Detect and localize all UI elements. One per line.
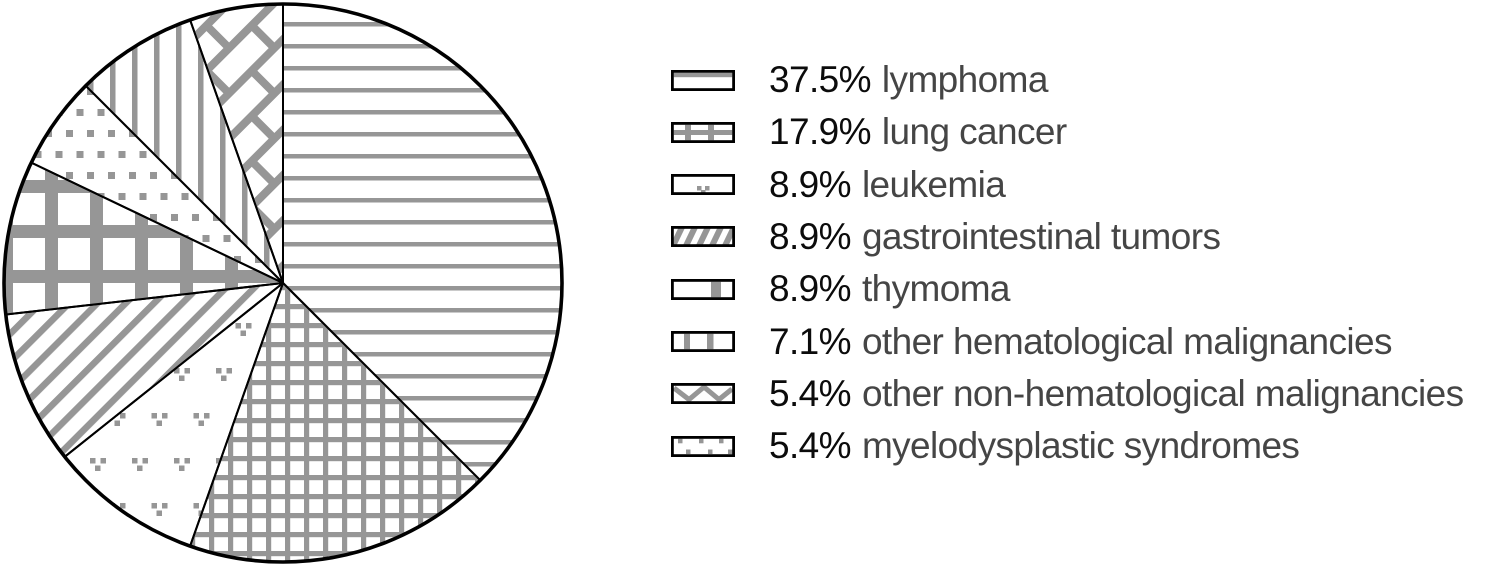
legend-swatch-diagonal-hatch — [671, 226, 735, 248]
pie-outline — [2, 2, 564, 564]
legend-item-other-hematological-malignancies: 7.1% other hematological malignancies — [671, 321, 1392, 363]
legend-label: lymphoma — [881, 59, 1048, 100]
legend-swatch-vertical-lines — [671, 331, 735, 352]
legend-swatch-staggered-squares — [671, 435, 735, 457]
legend-swatch-thick-plaid — [671, 278, 735, 300]
legend-item-other-non-hematological-malignancies: 5.4% other non-hematological malignancies — [671, 373, 1464, 415]
legend-label: other non-hematological malignancies — [861, 372, 1464, 414]
legend-swatch-horizontal-lines — [671, 69, 735, 91]
legend-item-lung-cancer: 17.9% lung cancer — [671, 111, 1067, 153]
legend-swatch-square-grid — [671, 121, 735, 143]
legend-label: lung cancer — [881, 111, 1067, 153]
legend: 37.5% lymphoma 17.9% lung cancer 8.9% leuke… — [671, 0, 1489, 569]
legend-item-lymphoma: 37.5% lymphoma — [671, 59, 1048, 101]
legend-percent: 17.9% — [769, 111, 872, 153]
legend-item-gastrointestinal-tumors: 8.9% gastrointestinal tumors — [671, 215, 1221, 258]
legend-percent: 7.1% — [769, 320, 852, 362]
legend-label: other hematological malignancies — [861, 320, 1393, 362]
legend-percent: 8.9% — [769, 268, 852, 310]
legend-label: leukemia — [861, 163, 1006, 205]
legend-item-myelodysplastic-syndromes: 5.4% myelodysplastic syndromes — [671, 425, 1300, 467]
legend-label: thymoma — [861, 268, 1011, 310]
legend-swatch-diagonal-brick — [671, 383, 735, 405]
legend-percent: 8.9% — [769, 163, 852, 205]
legend-percent: 8.9% — [769, 215, 852, 257]
legend-item-thymoma: 8.9% thymoma — [671, 268, 1011, 310]
legend-percent: 5.4% — [769, 372, 852, 414]
legend-label: gastrointestinal tumors — [861, 215, 1221, 257]
legend-item-leukemia: 8.9% leukemia — [671, 163, 1006, 206]
pie-chart — [2, 2, 564, 564]
legend-swatch-dot-triplets — [671, 174, 735, 196]
legend-percent: 5.4% — [769, 425, 852, 467]
legend-percent: 37.5% — [769, 59, 872, 100]
legend-label: myelodysplastic syndromes — [861, 425, 1300, 467]
